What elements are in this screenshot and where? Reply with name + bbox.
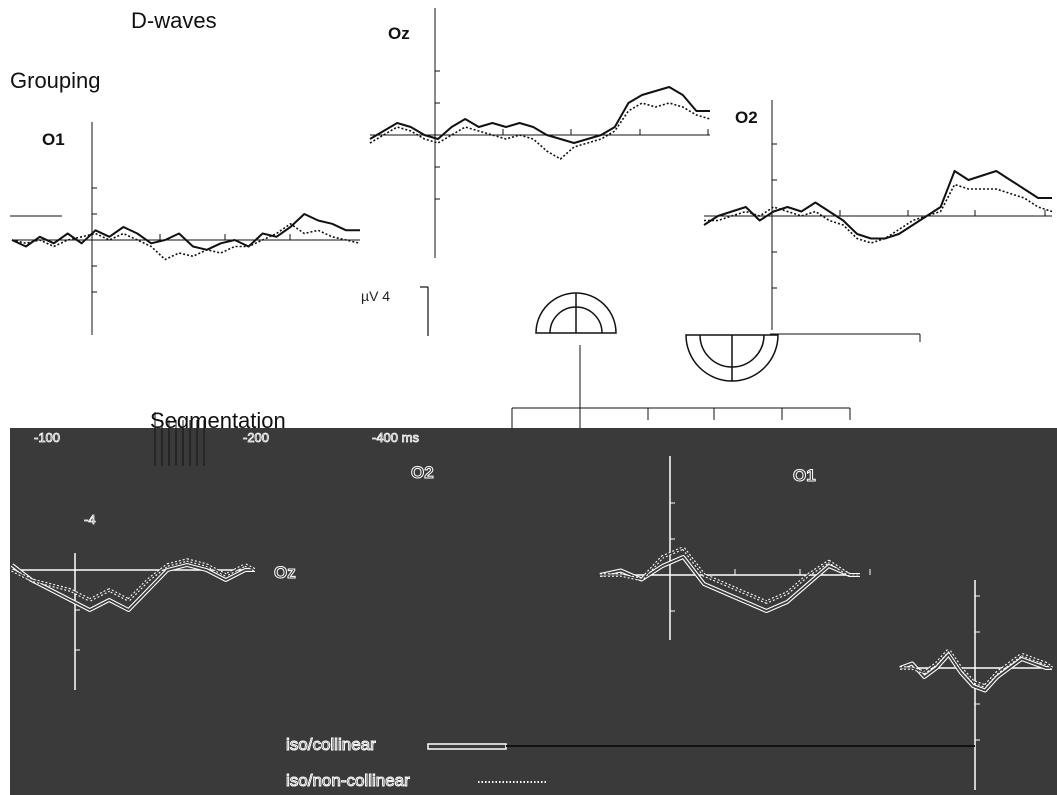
scale-bar: [420, 286, 429, 336]
scale-bar-label: µV 4: [361, 288, 391, 304]
legend-solid-swatch: [427, 743, 507, 750]
legend-swatches: [427, 743, 975, 783]
o2-collinear-trace: [703, 170, 1052, 240]
segmentation-subtitle: Segmentation: [150, 408, 286, 428]
legend-label-collinear: iso/collinear: [286, 735, 377, 755]
x-tick-label: -400 ms: [372, 430, 420, 446]
segmentation-o2-panel-label: O2: [411, 463, 435, 483]
segmentation-o1-panel-label: O1: [793, 466, 817, 486]
x-tick-label: -200: [243, 430, 270, 446]
scalp-map-small-icon: [535, 292, 617, 334]
o1-collinear-trace: [11, 213, 360, 251]
x-tick-label: -100: [34, 430, 61, 446]
chart-title: D-waves: [131, 8, 217, 33]
o2-non-collinear-trace: [704, 183, 1053, 244]
segmentation-oz-panel-label: Oz: [274, 563, 297, 583]
o2-collinear-trace-outline: [599, 555, 860, 613]
segmentation-panel: [10, 428, 1057, 795]
oz-collinear-trace: [11, 564, 255, 611]
grouping-subtitle: Grouping: [10, 68, 101, 93]
grouping-panel: [0, 0, 1057, 428]
top-fragment-axes: [10, 215, 921, 466]
o1-collinear-trace: [899, 653, 1052, 692]
scalp-map-large-icon: [685, 334, 779, 382]
y-tick-label: -4: [84, 512, 96, 528]
oz-non-collinear-trace-outline: [11, 558, 256, 602]
o2-non-collinear-trace: [600, 547, 860, 603]
o1-non-collinear-trace: [11, 223, 361, 261]
legend-label-non-collinear: iso/non-collinear: [286, 771, 411, 791]
o1-non-collinear-trace: [900, 649, 1053, 687]
oz-collinear-trace: [369, 86, 710, 144]
o1-panel-label: O1: [42, 130, 65, 149]
o2-panel-label: O2: [735, 108, 758, 127]
o2-collinear-trace: [599, 556, 860, 612]
oz-panel-label: Oz: [388, 24, 410, 43]
oz-non-collinear-trace: [11, 559, 256, 601]
